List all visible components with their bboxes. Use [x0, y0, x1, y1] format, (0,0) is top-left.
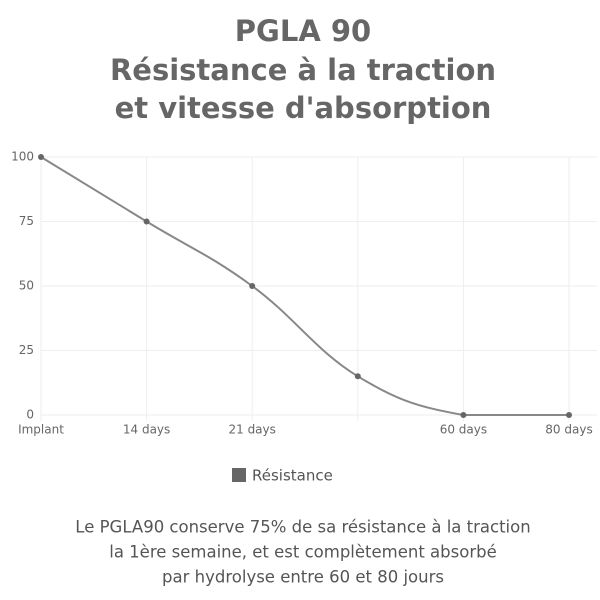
y-tick-label: 100	[11, 150, 34, 164]
data-point	[38, 154, 44, 160]
x-tick-label: 60 days	[440, 423, 487, 437]
data-point	[460, 412, 467, 418]
y-tick-label: 75	[19, 214, 34, 228]
chart-title: PGLA 90	[235, 14, 371, 48]
annotation: Le PGLA90 conserve 75% de sa résistance …	[75, 518, 530, 537]
y-tick-label: 50	[19, 279, 34, 293]
y-tick-label: 0	[26, 408, 34, 422]
data-point	[566, 412, 572, 418]
chart-title: et vitesse d'absorption	[115, 91, 492, 125]
x-tick-label: 14 days	[123, 423, 170, 437]
x-tick-label: 80 days	[545, 423, 592, 437]
data-point	[143, 218, 150, 225]
annotation: la 1ère semaine, et est complètement abs…	[109, 543, 497, 562]
legend-label: Résistance	[252, 467, 333, 485]
legend-swatch	[232, 468, 246, 482]
data-point	[249, 283, 256, 289]
y-tick-label: 25	[19, 343, 34, 357]
annotation: par hydrolyse entre 60 et 80 jours	[162, 568, 444, 587]
x-tick-label: 21 days	[228, 423, 275, 437]
series-line	[40, 156, 569, 416]
data-point	[354, 373, 361, 380]
x-tick-label: Implant	[18, 423, 64, 437]
chart-title: Résistance à la traction	[110, 53, 496, 87]
